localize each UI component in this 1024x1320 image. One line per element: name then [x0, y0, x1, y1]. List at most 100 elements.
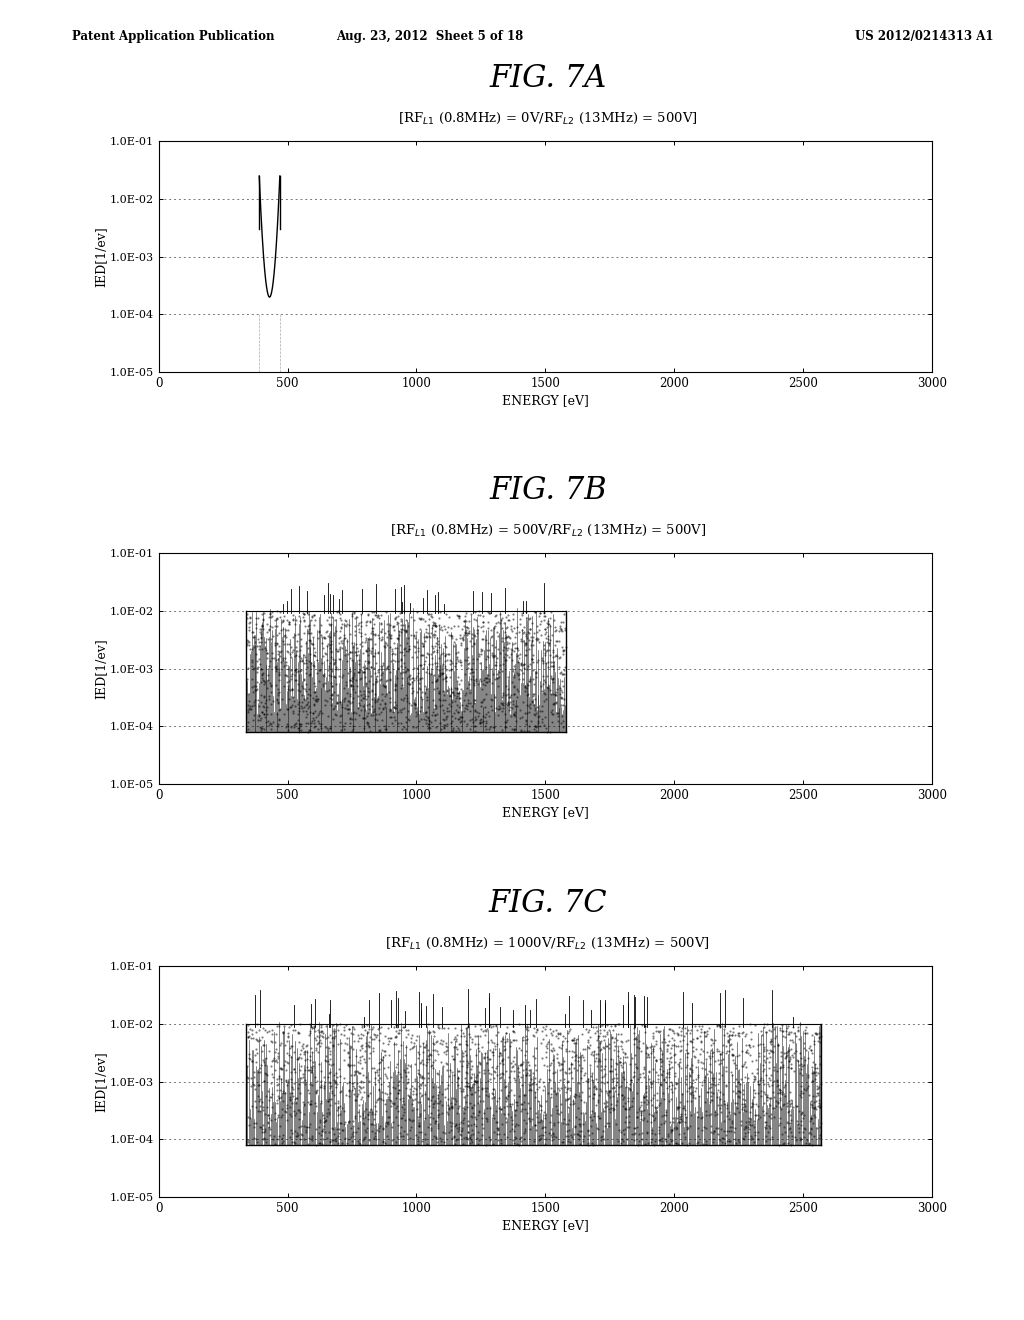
Point	[609, 1071, 626, 1092]
Point	[670, 1036, 686, 1057]
Point	[726, 1121, 742, 1142]
Point	[471, 1085, 487, 1106]
Point	[695, 1117, 712, 1138]
Point	[289, 1122, 305, 1143]
Point	[360, 702, 377, 723]
Point	[604, 1026, 621, 1047]
Point	[387, 675, 403, 696]
Point	[473, 639, 489, 660]
Point	[314, 673, 331, 694]
Point	[459, 677, 475, 698]
Point	[528, 622, 545, 643]
Point	[812, 1053, 828, 1074]
Point	[627, 1117, 643, 1138]
Point	[486, 1061, 503, 1082]
Point	[550, 1077, 566, 1098]
Point	[414, 1065, 430, 1086]
Point	[458, 606, 474, 627]
Point	[616, 1097, 633, 1118]
Point	[713, 1016, 729, 1038]
Point	[352, 660, 369, 681]
Point	[314, 1121, 331, 1142]
Point	[443, 721, 460, 742]
Point	[495, 682, 511, 704]
Point	[273, 1059, 290, 1080]
Point	[293, 660, 309, 681]
Point	[377, 636, 393, 657]
Point	[424, 1040, 440, 1061]
Point	[743, 1093, 760, 1114]
Point	[497, 1038, 513, 1059]
Point	[355, 1111, 372, 1133]
Point	[427, 1113, 443, 1134]
Point	[741, 1014, 758, 1035]
Point	[806, 1097, 822, 1118]
Point	[719, 1106, 735, 1127]
Point	[296, 688, 312, 709]
Point	[359, 651, 376, 672]
Point	[678, 1073, 694, 1094]
Point	[753, 1080, 769, 1101]
Point	[470, 706, 486, 727]
Point	[407, 697, 423, 718]
Point	[256, 1122, 272, 1143]
Point	[440, 616, 457, 638]
Point	[458, 1061, 474, 1082]
Point	[493, 1098, 509, 1119]
Point	[666, 1107, 682, 1129]
Point	[331, 632, 347, 653]
Point	[572, 1089, 589, 1110]
Point	[584, 1122, 600, 1143]
Point	[591, 1039, 607, 1060]
Point	[371, 1018, 387, 1039]
Point	[451, 606, 467, 627]
Point	[645, 1134, 662, 1155]
Point	[429, 628, 445, 649]
Point	[457, 685, 473, 706]
Point	[673, 1109, 689, 1130]
Point	[382, 636, 398, 657]
Point	[486, 636, 503, 657]
Point	[362, 628, 379, 649]
Point	[511, 1134, 527, 1155]
Point	[308, 663, 325, 684]
Point	[280, 1052, 296, 1073]
Point	[291, 1115, 307, 1137]
Point	[443, 1097, 460, 1118]
Point	[471, 711, 487, 733]
Point	[573, 1044, 590, 1065]
Point	[293, 648, 309, 669]
Point	[300, 615, 316, 636]
Point	[344, 721, 360, 742]
Point	[742, 1022, 759, 1043]
Point	[743, 1051, 760, 1072]
Point	[393, 642, 410, 663]
Point	[784, 1032, 801, 1053]
Point	[570, 1125, 587, 1146]
Point	[439, 697, 456, 718]
Point	[591, 1049, 607, 1071]
Point	[752, 1073, 768, 1094]
Point	[449, 1043, 465, 1064]
Point	[478, 1084, 495, 1105]
Point	[319, 1051, 336, 1072]
Point	[462, 1133, 478, 1154]
Point	[270, 669, 287, 690]
Point	[688, 1068, 705, 1089]
Point	[425, 624, 441, 645]
Point	[323, 652, 339, 673]
Point	[433, 1051, 450, 1072]
Point	[782, 1049, 799, 1071]
Point	[240, 1107, 256, 1129]
Point	[777, 1063, 794, 1084]
Point	[810, 1063, 826, 1084]
Point	[282, 680, 298, 701]
Point	[253, 671, 269, 692]
Point	[465, 1123, 481, 1144]
Point	[502, 692, 518, 713]
Point	[325, 1080, 341, 1101]
Point	[550, 1027, 566, 1048]
Point	[626, 1022, 642, 1043]
Point	[467, 715, 483, 737]
Point	[366, 1057, 382, 1078]
